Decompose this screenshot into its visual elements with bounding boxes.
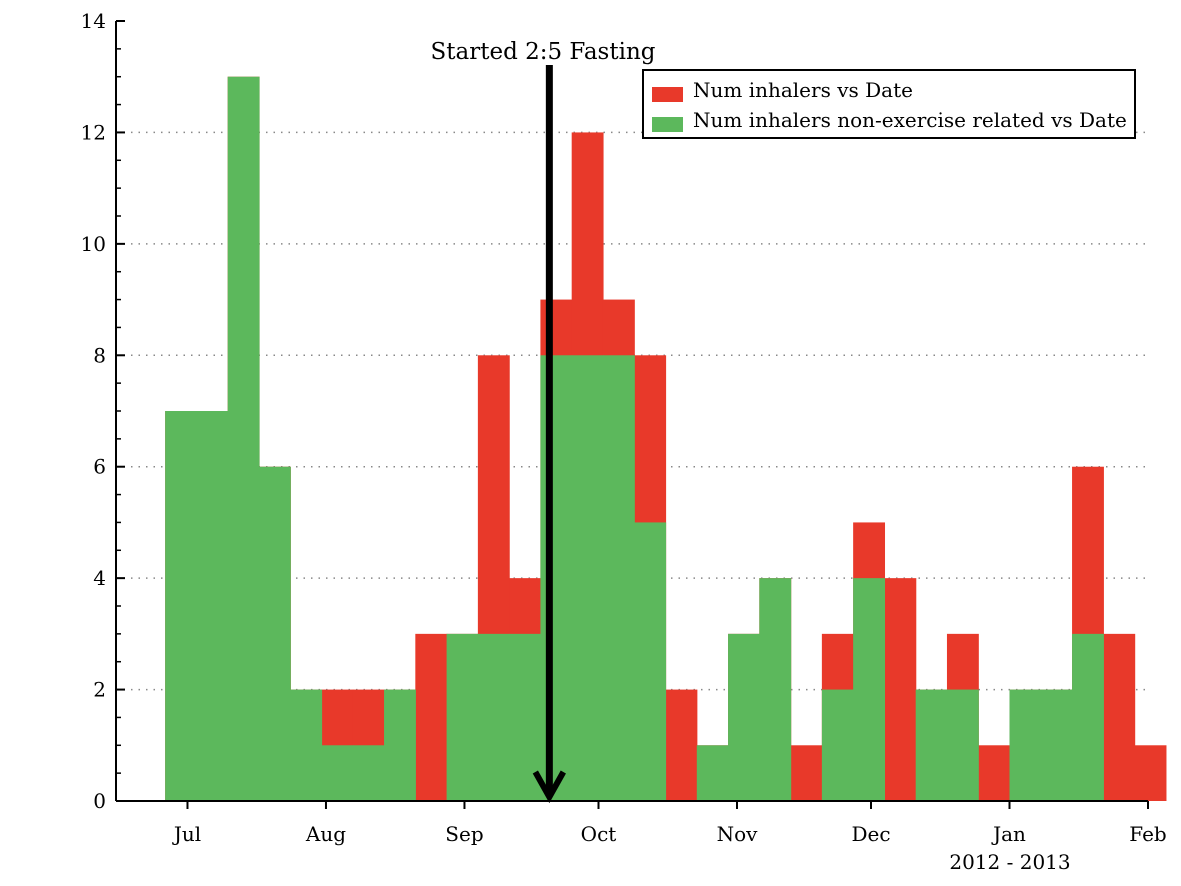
x-tick-label: Feb [1129, 822, 1166, 846]
bar-non-exercise [196, 411, 229, 801]
bar-non-exercise [227, 76, 260, 801]
bar-non-exercise [540, 355, 573, 801]
legend: Num inhalers vs Date Num inhalers non-ex… [642, 69, 1136, 139]
bar-non-exercise [352, 745, 385, 801]
y-tick-label: 8 [93, 343, 106, 367]
bar-total [1134, 745, 1167, 801]
x-tick-label: Aug [305, 822, 346, 846]
bar-non-exercise [571, 355, 604, 801]
x-tick-label: Dec [851, 822, 890, 846]
legend-box [642, 69, 1136, 139]
legend-label-total: Num inhalers vs Date [693, 78, 913, 102]
x-tick-label: Oct [581, 822, 617, 846]
bar-non-exercise [290, 689, 323, 801]
bar-total [1103, 633, 1136, 801]
bar-non-exercise [477, 633, 510, 801]
y-tick-label: 0 [93, 789, 106, 813]
bar-non-exercise [759, 578, 792, 801]
bar-total [884, 578, 917, 801]
bar-non-exercise [634, 522, 667, 801]
bar-non-exercise [384, 689, 416, 801]
x-tick-label: Jul [172, 822, 201, 846]
bar-total [790, 745, 823, 801]
bar-non-exercise [165, 411, 198, 801]
axes: 0 2 4 6 8 10 12 14 Jul Aug Sep Oct Nov Dec Jan Feb [81, 9, 1167, 846]
bar-non-exercise [853, 578, 886, 801]
bar-non-exercise [696, 745, 729, 801]
bar-non-exercise [321, 745, 354, 801]
y-tick-label: 14 [81, 9, 106, 33]
legend-label-non-exercise: Num inhalers non-exercise related vs Dat… [693, 108, 1127, 132]
y-tick-label: 6 [93, 455, 106, 479]
annotation-text: Started 2:5 Fasting [431, 39, 656, 65]
x-tick-label: Jan [991, 822, 1026, 846]
annotation: Started 2:5 Fasting [431, 39, 656, 804]
bars [165, 76, 1167, 801]
bar-non-exercise [1072, 633, 1104, 801]
bar-total [665, 689, 698, 801]
x-axis-sublabel: 2012 - 2013 [949, 850, 1070, 874]
bar-total [978, 745, 1011, 801]
y-tick-label: 10 [81, 232, 106, 256]
bar-total [415, 633, 448, 801]
y-tick-label: 2 [93, 678, 106, 702]
bar-non-exercise [728, 633, 760, 801]
bar-non-exercise [602, 355, 635, 801]
bar-non-exercise [915, 689, 948, 801]
x-tick-label: Nov [717, 822, 759, 846]
bar-non-exercise [258, 466, 291, 801]
legend-swatch-non-exercise [652, 117, 683, 132]
bar-non-exercise [821, 689, 854, 801]
annotation-arrow-head [532, 770, 566, 804]
bar-non-exercise [946, 689, 979, 801]
x-tick-label: Sep [445, 822, 483, 846]
legend-swatch-total [652, 87, 683, 102]
bar-non-exercise [1040, 689, 1073, 801]
y-tick-label: 4 [93, 566, 106, 590]
y-tick-label: 12 [81, 120, 106, 144]
bar-non-exercise [446, 633, 479, 801]
bar-non-exercise [1009, 689, 1042, 801]
